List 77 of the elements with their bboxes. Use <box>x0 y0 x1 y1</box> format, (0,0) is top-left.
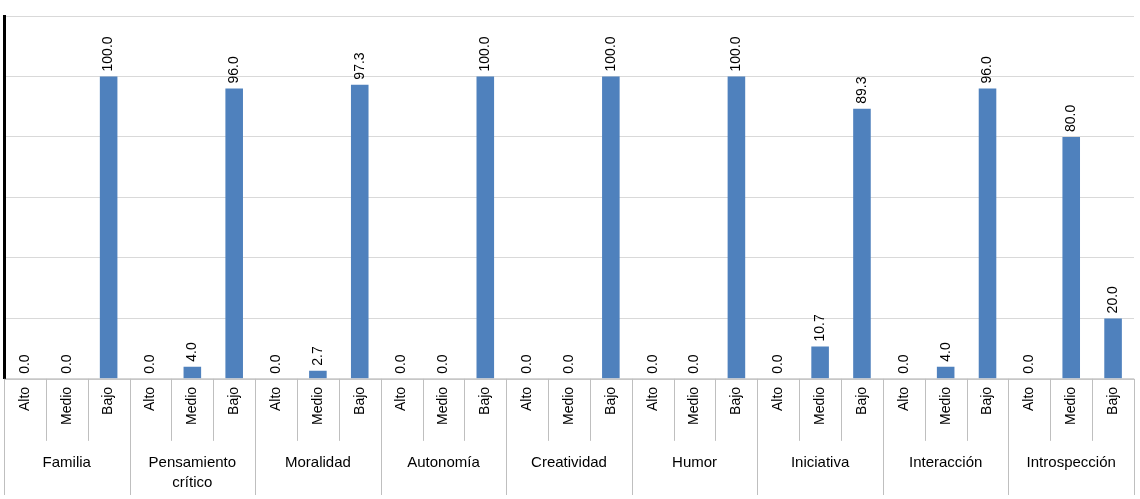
x-tick-label: Medio <box>559 386 576 426</box>
x-tick-label: Alto <box>266 386 283 411</box>
x-tick-label: Bajo <box>852 386 869 415</box>
text: Introspección <box>1026 452 1116 470</box>
x-tick-label: Medio <box>57 386 74 426</box>
x-tick-label: Medio <box>183 386 200 426</box>
x-tick-label: Bajo <box>99 386 116 415</box>
text: Iniciativa <box>790 452 850 470</box>
bar <box>350 84 369 379</box>
text: Moralidad <box>284 452 351 470</box>
bar <box>476 76 495 379</box>
text: Autonomía <box>407 452 481 470</box>
data-label: 100.0 <box>476 36 493 72</box>
bar <box>1062 136 1081 379</box>
data-label: 0.0 <box>57 354 74 374</box>
x-tick-label: Alto <box>643 386 660 411</box>
text: Humor <box>672 452 718 470</box>
x-tick-label: Medio <box>810 386 827 426</box>
bar <box>978 88 997 379</box>
x-tick-label: Alto <box>894 386 911 411</box>
x-tick-label: Alto <box>1020 386 1037 411</box>
data-label: 89.3 <box>852 76 869 104</box>
data-label: 4.0 <box>183 342 200 362</box>
x-tick-label: Alto <box>392 386 409 411</box>
x-tick-label: Alto <box>769 386 786 411</box>
data-label: 100.0 <box>727 36 744 72</box>
bar <box>936 366 955 379</box>
x-tick-label: Bajo <box>225 386 242 415</box>
x-tick-label: Medio <box>1062 386 1079 426</box>
data-label: 4.0 <box>936 342 953 362</box>
data-label: 0.0 <box>685 354 702 374</box>
bar <box>183 366 202 379</box>
bar <box>811 346 829 379</box>
text: Creatividad <box>531 452 607 470</box>
x-tick-label: Alto <box>518 386 535 411</box>
x-tick-label: Bajo <box>601 386 618 415</box>
data-label: 96.0 <box>225 56 242 84</box>
bar <box>1104 318 1122 379</box>
x-tick-label: Medio <box>434 386 451 426</box>
text: Familia <box>42 452 92 470</box>
x-tick-label: Bajo <box>350 386 367 415</box>
bar <box>225 88 243 379</box>
data-label: 0.0 <box>15 354 32 374</box>
bar <box>309 370 327 379</box>
bar <box>602 76 620 379</box>
data-label: 10.7 <box>810 314 827 342</box>
data-label: 20.0 <box>1103 285 1120 314</box>
x-tick-label: Bajo <box>476 386 493 415</box>
data-label: 0.0 <box>518 354 535 374</box>
data-label: 0.0 <box>392 354 409 374</box>
x-tick-label: Bajo <box>978 386 995 415</box>
data-label: 0.0 <box>141 354 158 374</box>
data-label: 0.0 <box>434 354 451 374</box>
data-label: 0.0 <box>266 354 283 374</box>
x-tick-label: Bajo <box>727 386 744 415</box>
data-label: 97.3 <box>350 52 367 80</box>
x-tick-label: Bajo <box>1103 386 1120 415</box>
x-tick-label: Medio <box>685 386 702 426</box>
data-label: 100.0 <box>601 36 618 72</box>
data-label: 80.0 <box>1062 104 1079 132</box>
data-label: 0.0 <box>894 354 911 374</box>
data-label: 0.0 <box>1020 354 1037 374</box>
x-tick-label: Alto <box>15 386 32 411</box>
text: Pensamiento crítico <box>148 452 237 490</box>
x-tick-label: Alto <box>141 386 158 411</box>
data-label: 96.0 <box>978 56 995 84</box>
data-label: 0.0 <box>559 354 576 374</box>
x-tick-label: Medio <box>936 386 953 426</box>
data-label: 0.0 <box>769 354 786 374</box>
bar <box>99 76 118 379</box>
text: Interacción <box>908 452 983 470</box>
data-label: 100.0 <box>99 36 116 72</box>
data-label: 2.7 <box>308 346 325 366</box>
x-tick-label: Medio <box>308 386 325 426</box>
bar <box>853 108 871 379</box>
data-label: 0.0 <box>643 354 660 374</box>
bar <box>727 76 746 379</box>
